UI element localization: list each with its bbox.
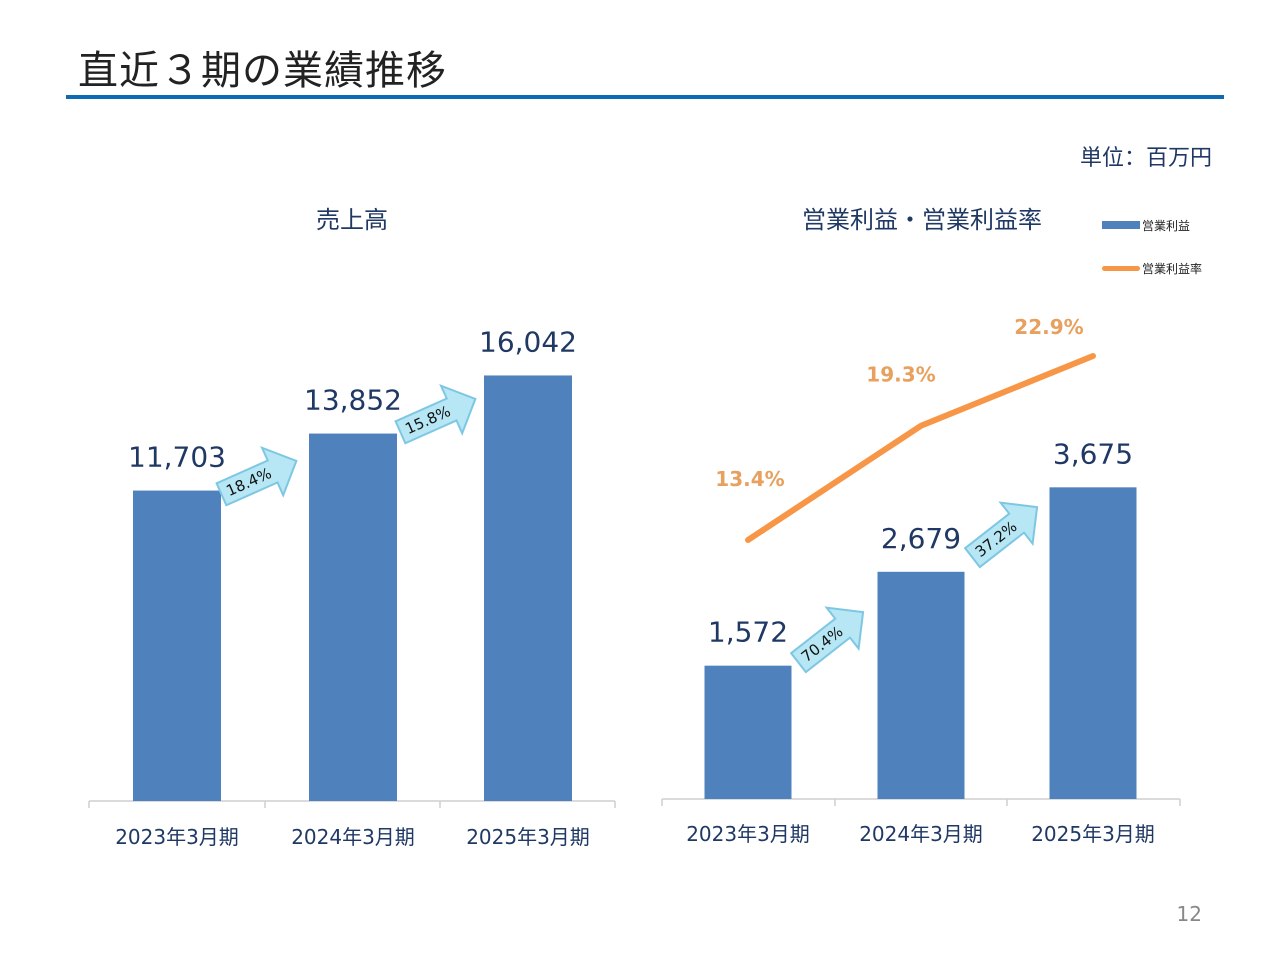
sales-value-label: 16,042 bbox=[479, 325, 577, 358]
sales-bar bbox=[309, 433, 397, 801]
op-growth-arrow: 70.4% bbox=[789, 606, 865, 674]
op-growth-arrow: 37.2% bbox=[963, 501, 1039, 569]
op-growth-arrow-shape bbox=[963, 501, 1039, 569]
legend-bar-swatch bbox=[1102, 221, 1140, 229]
operating-margin-label: 19.3% bbox=[866, 363, 935, 387]
op-category-label: 2023年3月期 bbox=[686, 822, 810, 846]
page-title: 直近３期の業績推移 bbox=[78, 48, 447, 94]
sales-growth-arrow-shape bbox=[215, 445, 298, 507]
sales-chart-title: 売上高 bbox=[316, 206, 388, 234]
operating-margin-label: 22.9% bbox=[1014, 315, 1083, 339]
sales-bar bbox=[484, 375, 572, 801]
sales-bar bbox=[133, 490, 221, 801]
operating-margin-line bbox=[745, 353, 1096, 543]
sales-category-label: 2023年3月期 bbox=[115, 825, 239, 849]
operating-profit-value-label: 1,572 bbox=[708, 616, 788, 649]
operating-profit-bar bbox=[704, 665, 792, 799]
legend: 営業利益 営業利益率 bbox=[1102, 214, 1202, 300]
operating-profit-value-label: 2,679 bbox=[881, 522, 961, 555]
sales-growth-arrow-shape bbox=[394, 383, 477, 445]
page-number: 12 bbox=[1176, 902, 1202, 926]
op-growth-arrow-shape bbox=[789, 606, 865, 674]
legend-line-swatch bbox=[1102, 265, 1140, 271]
operating-profit-bar bbox=[1049, 487, 1137, 799]
title-rule bbox=[66, 95, 1224, 99]
legend-label-operating-profit: 営業利益 bbox=[1142, 218, 1191, 233]
op-category-label: 2025年3月期 bbox=[1031, 822, 1155, 846]
sales-category-label: 2024年3月期 bbox=[291, 825, 415, 849]
operating-margin-label: 13.4% bbox=[715, 467, 784, 491]
legend-label-operating-margin: 営業利益率 bbox=[1142, 261, 1203, 276]
sales-value-label: 11,703 bbox=[128, 441, 226, 474]
sales-category-label: 2025年3月期 bbox=[466, 825, 590, 849]
operating-profit-bar bbox=[877, 571, 965, 799]
operating-profit-chart-title: 営業利益・営業利益率 bbox=[802, 206, 1042, 234]
sales-growth-arrow: 15.8% bbox=[394, 383, 477, 445]
sales-value-label: 13,852 bbox=[304, 384, 402, 417]
unit-label: 単位：百万円 bbox=[1079, 146, 1212, 171]
op-category-label: 2024年3月期 bbox=[859, 822, 983, 846]
legend-item-operating-margin: 営業利益率 bbox=[1102, 257, 1202, 279]
operating-profit-value-label: 3,675 bbox=[1053, 437, 1133, 470]
legend-item-operating-profit: 営業利益 bbox=[1102, 214, 1202, 236]
